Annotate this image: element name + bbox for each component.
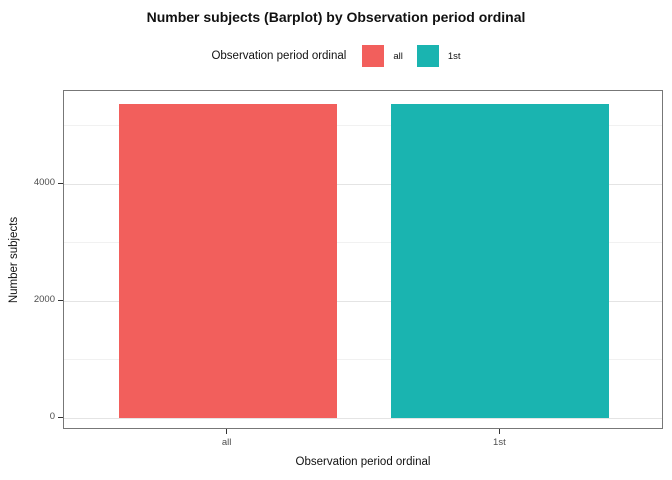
bar-all xyxy=(118,103,337,418)
major-gridline xyxy=(64,300,662,302)
x-axis-title: Observation period ordinal xyxy=(295,456,431,468)
plot-panel xyxy=(63,90,663,429)
y-tick-label: 0 xyxy=(49,411,55,422)
bar-1st xyxy=(391,103,610,418)
y-tick-label: 2000 xyxy=(33,294,55,305)
x-tick-mark xyxy=(498,429,500,434)
x-tick-label: 1st xyxy=(493,437,506,448)
x-tick-label: all xyxy=(221,437,232,448)
major-gridline xyxy=(64,417,662,419)
y-tick-mark xyxy=(58,299,63,301)
y-tick-mark xyxy=(58,182,63,184)
minor-gridline xyxy=(64,125,662,126)
minor-gridline xyxy=(64,242,662,243)
legend-swatch-1st-icon xyxy=(416,45,439,67)
legend-key-1st: 1st xyxy=(416,45,461,67)
y-tick-label: 4000 xyxy=(33,177,55,188)
legend-label-1st: 1st xyxy=(447,50,461,62)
legend-label-all: all xyxy=(393,50,403,62)
plot-title: Number subjects (Barplot) by Observation… xyxy=(146,9,526,25)
minor-gridline xyxy=(64,359,662,360)
major-gridline xyxy=(64,183,662,185)
legend-title: Observation period ordinal xyxy=(211,50,347,62)
legend-key-all: all xyxy=(362,45,403,67)
legend-swatch-all-icon xyxy=(362,45,385,67)
y-tick-mark xyxy=(58,416,63,418)
x-tick-mark xyxy=(226,429,228,434)
legend: Observation period ordinal all 1st xyxy=(0,44,672,68)
y-axis-title: Number subjects xyxy=(8,216,20,304)
